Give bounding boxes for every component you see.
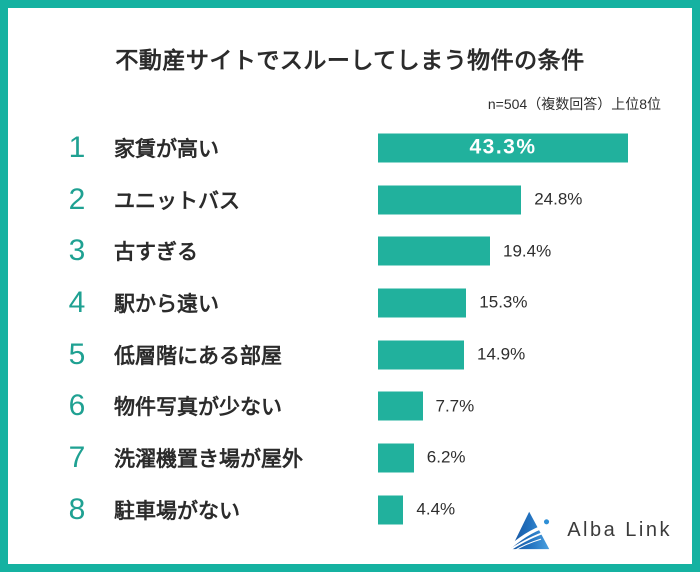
bar-track: 14.9% <box>378 340 526 370</box>
chart-row: 2 ユニットバス 24.8% <box>8 174 692 226</box>
ranking-bar-chart: 1 家賃が高い 43.3% 2 ユニットバス 24.8% 3 古すぎる 19.4… <box>8 122 692 536</box>
bar-track: 43.3% <box>378 133 628 163</box>
chart-row: 8 駐車場がない 4.4% <box>8 484 692 536</box>
category-label: 駅から遠い <box>114 292 219 316</box>
bar-track: 19.4% <box>378 236 552 266</box>
value-label: 4.4% <box>416 499 456 519</box>
category-label: 古すぎる <box>114 241 198 265</box>
category-label: 駐車場がない <box>114 499 240 523</box>
bar <box>378 288 467 318</box>
alba-link-logo: Alba Link <box>510 508 672 552</box>
alba-link-logo-icon <box>510 511 551 552</box>
bar-track: 15.3% <box>378 288 528 318</box>
chart-row: 6 物件写真が少ない 7.7% <box>8 380 692 432</box>
category-label: 洗濯機置き場が屋外 <box>114 447 303 471</box>
rank-number: 5 <box>68 337 86 371</box>
bar <box>378 236 490 266</box>
value-label: 7.7% <box>435 396 475 416</box>
chart-row: 1 家賃が高い 43.3% <box>8 122 692 174</box>
page-title: 不動産サイトでスルーしてしまう物件の条件 <box>115 47 585 73</box>
bar-track: 24.8% <box>378 185 583 215</box>
value-label: 6.2% <box>426 447 466 467</box>
rank-number: 3 <box>68 234 86 268</box>
value-label: 43.3% <box>469 135 537 159</box>
rank-number: 8 <box>68 492 86 526</box>
bar-track: 7.7% <box>378 391 475 421</box>
category-label: 物件写真が少ない <box>114 396 282 420</box>
sample-size-note: n=504（複数回答）上位8位 <box>487 96 661 112</box>
bar <box>378 391 423 421</box>
chart-row: 4 駅から遠い 15.3% <box>8 277 692 329</box>
category-label: ユニットバス <box>114 189 240 213</box>
bar <box>378 443 414 473</box>
bar <box>378 340 464 370</box>
rank-number: 4 <box>68 285 86 319</box>
value-label: 19.4% <box>503 241 552 261</box>
value-label: 24.8% <box>534 189 583 209</box>
chart-row: 3 古すぎる 19.4% <box>8 225 692 277</box>
chart-row: 5 低層階にある部屋 14.9% <box>8 329 692 381</box>
chart-row: 7 洗濯機置き場が屋外 6.2% <box>8 432 692 484</box>
rank-number: 1 <box>68 130 86 164</box>
rank-number: 6 <box>68 389 86 423</box>
bar-track: 4.4% <box>378 495 456 525</box>
bar: 43.3% <box>378 133 628 163</box>
bar-track: 6.2% <box>378 443 466 473</box>
value-label: 14.9% <box>477 344 526 364</box>
value-label: 15.3% <box>479 292 528 312</box>
bar <box>378 495 404 525</box>
alba-link-logo-text: Alba Link <box>567 518 672 541</box>
bar <box>378 185 522 215</box>
rank-number: 7 <box>68 440 86 474</box>
rank-number: 2 <box>68 182 86 216</box>
category-label: 低層階にある部屋 <box>114 344 282 368</box>
category-label: 家賃が高い <box>114 137 219 161</box>
